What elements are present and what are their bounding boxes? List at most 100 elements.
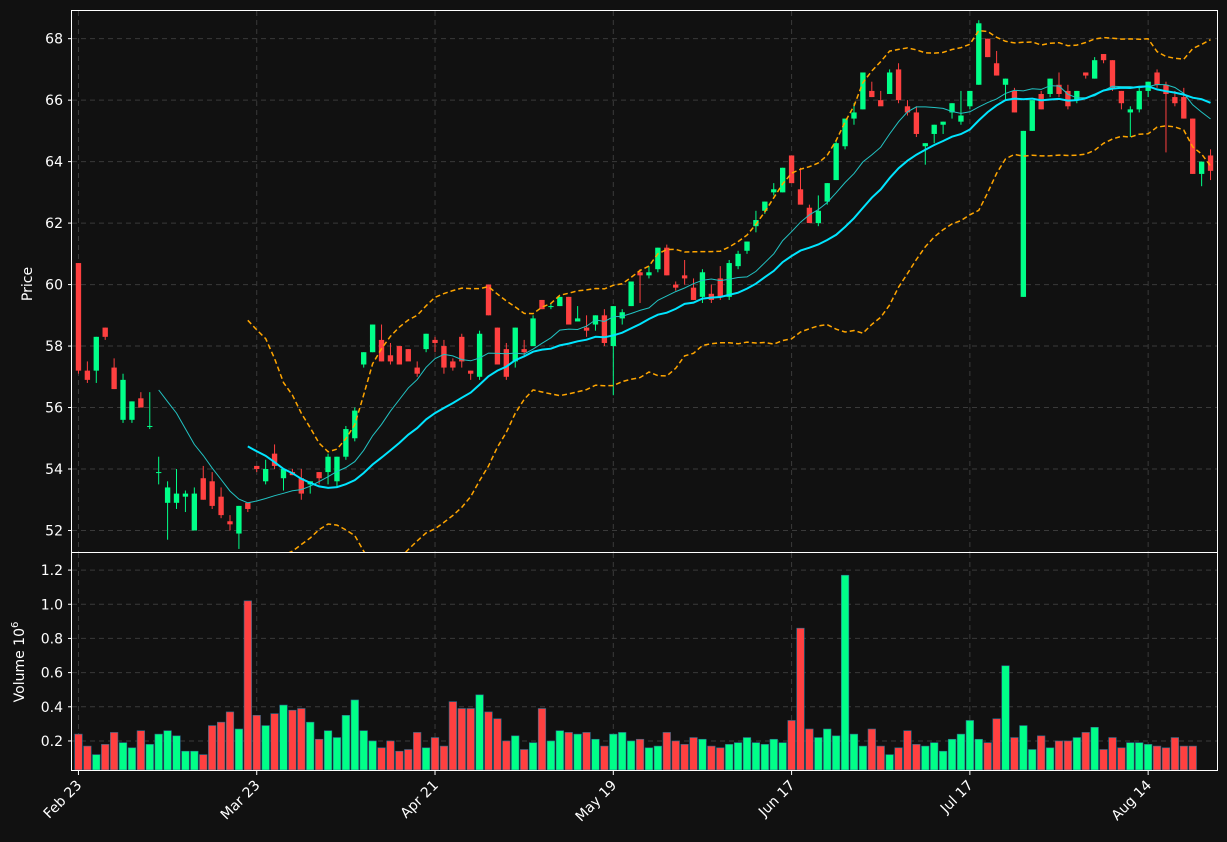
volume-axis-exponent: 6	[10, 622, 21, 628]
volume-bar	[181, 750, 190, 771]
volume-bar	[297, 708, 306, 771]
candle-body	[1127, 109, 1133, 113]
candle-body	[334, 456, 340, 482]
candle-body	[1011, 90, 1018, 113]
candle-body	[610, 306, 616, 347]
candle-body	[1181, 97, 1187, 119]
volume-bar	[983, 742, 992, 771]
candle-body	[1172, 97, 1178, 104]
volume-bar	[430, 737, 440, 771]
volume-bar	[1135, 742, 1144, 771]
candle-body	[468, 370, 474, 374]
volume-bar	[359, 730, 368, 771]
volume-bar	[466, 708, 475, 771]
ma-slow-line	[247, 85, 1211, 489]
volume-bar	[805, 728, 814, 771]
candle-body	[378, 339, 385, 362]
candle-body	[797, 189, 804, 205]
volume-bar	[823, 728, 832, 771]
volume-tick-label: 0.6	[41, 666, 63, 682]
candle-body	[557, 296, 563, 307]
candle-body	[521, 349, 527, 353]
candle-body	[254, 465, 260, 470]
candle-body	[878, 100, 884, 107]
candle-body	[869, 90, 875, 98]
candle-body	[1109, 60, 1116, 88]
candle-body	[84, 370, 91, 380]
volume-axis: 0.2 0.4 0.6 0.8 1.0 1.2	[41, 563, 72, 750]
volume-bar	[1152, 745, 1162, 771]
volume-bar	[395, 750, 404, 771]
volume-bar	[439, 745, 449, 771]
candle-body	[886, 72, 893, 94]
volume-axis-label: Volume 106	[10, 622, 28, 703]
candle-body	[833, 143, 839, 181]
volume-bar	[546, 740, 555, 771]
volume-bar	[163, 730, 172, 771]
volume-bar	[582, 732, 591, 771]
volume-bar	[947, 738, 957, 771]
volume-bar	[644, 747, 654, 771]
candle-body	[164, 487, 171, 503]
price-tick-label: 56	[45, 401, 63, 417]
candle-body	[147, 425, 153, 427]
volume-bar	[1054, 740, 1064, 771]
volume-bar	[974, 738, 983, 771]
volume-bar	[537, 708, 547, 771]
candle-body	[1136, 90, 1142, 110]
volume-bar	[564, 732, 573, 771]
price-axis-label: Price	[20, 267, 36, 301]
volume-bar	[270, 713, 279, 771]
volume-bar	[208, 725, 217, 771]
candle-body	[262, 469, 269, 482]
price-tick-label: 68	[45, 32, 63, 48]
volume-bar	[885, 754, 894, 771]
volume-bar	[778, 742, 787, 771]
volume-bar	[528, 742, 538, 771]
candle-body	[664, 247, 670, 276]
candle-body	[717, 278, 723, 297]
volume-bar	[502, 740, 511, 771]
candle-body	[459, 336, 465, 362]
candle-body	[1083, 72, 1089, 76]
candle-body	[503, 349, 510, 377]
price-tick-label: 54	[45, 462, 63, 478]
volume-bar	[742, 737, 752, 771]
candle-body	[530, 318, 536, 347]
volume-bar	[145, 744, 154, 771]
volume-bar	[760, 744, 769, 771]
volume-bar	[814, 737, 823, 771]
candle-body	[735, 253, 741, 267]
candle-body	[566, 296, 572, 325]
volume-bar	[261, 725, 270, 771]
candle-body	[967, 90, 973, 107]
volume-bar	[1117, 747, 1126, 771]
volume-bar	[1072, 737, 1081, 771]
candle-body	[788, 155, 795, 184]
candle-body	[860, 72, 866, 110]
candle-body	[236, 505, 242, 534]
candle-body	[1029, 100, 1035, 131]
volume-bar	[591, 738, 600, 771]
candle-body	[111, 367, 117, 390]
candle-body	[601, 315, 608, 343]
volume-bar	[323, 730, 333, 771]
volume-bar	[930, 742, 939, 771]
candle-body	[245, 502, 251, 509]
volume-bar	[154, 733, 163, 771]
candle-body	[726, 263, 732, 297]
candle-body	[985, 38, 991, 58]
price-grid	[72, 11, 1217, 552]
candle-body	[494, 327, 501, 365]
volume-bar	[315, 738, 324, 771]
candle-body	[993, 63, 1000, 76]
candle-body	[1056, 84, 1062, 94]
candle-body	[673, 284, 679, 288]
candle-body	[583, 327, 590, 331]
bollinger-lower-line	[288, 125, 1212, 552]
volume-bar	[341, 715, 350, 771]
candle-body	[762, 201, 768, 211]
volume-bar	[894, 747, 903, 771]
candle-body	[298, 478, 304, 494]
candle-body	[940, 121, 946, 125]
